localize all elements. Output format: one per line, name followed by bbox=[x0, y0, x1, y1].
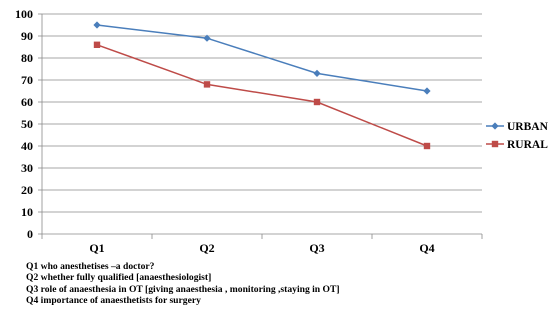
series-urban bbox=[93, 21, 431, 95]
question-notes: Q1 who anesthetises –a doctor? Q2 whethe… bbox=[26, 261, 340, 307]
x-tick-label: Q4 bbox=[419, 241, 434, 255]
y-tick-label: 20 bbox=[21, 183, 33, 197]
data-point-rural bbox=[313, 98, 321, 106]
data-point-rural bbox=[203, 81, 211, 88]
note-q1: Q1 who anesthetises –a doctor? bbox=[26, 261, 155, 272]
y-tick-label: 90 bbox=[21, 29, 33, 43]
y-tick-label: 60 bbox=[21, 95, 33, 109]
series-group bbox=[93, 21, 431, 150]
legend-label-rural: RURAL bbox=[507, 139, 548, 151]
legend-item-rural: RURAL bbox=[486, 139, 548, 151]
y-axis: 0 10 20 30 40 50 60 70 80 90 100 bbox=[15, 7, 43, 241]
y-tick-label: 70 bbox=[21, 73, 33, 87]
data-point-rural bbox=[423, 142, 431, 150]
series-line-urban bbox=[96, 24, 428, 92]
note-q4: Q4 importance of anaesthetists for surge… bbox=[26, 295, 201, 307]
data-point-urban bbox=[423, 87, 431, 95]
y-tick-label: 50 bbox=[21, 117, 33, 131]
x-tick-label: Q2 bbox=[199, 241, 214, 255]
x-axis: Q1 Q2 Q3 Q4 bbox=[41, 233, 483, 255]
legend-item-urban: URBAN bbox=[486, 121, 549, 133]
x-tick-label: Q3 bbox=[309, 241, 324, 255]
series-rural bbox=[93, 41, 431, 150]
series-line-rural bbox=[96, 44, 428, 147]
legend-marker-urban bbox=[491, 122, 499, 130]
y-tick-label: 100 bbox=[15, 7, 33, 21]
note-q2: Q2 whether fully qualified [anaesthesiol… bbox=[26, 272, 212, 284]
data-point-urban bbox=[203, 34, 211, 42]
data-point-urban bbox=[313, 69, 321, 77]
y-tick-label: 80 bbox=[21, 51, 33, 65]
y-tick-label: 0 bbox=[27, 227, 33, 241]
y-tick-label: 10 bbox=[21, 205, 33, 219]
legend-marker-rural bbox=[491, 140, 499, 148]
note-q3: Q3 role of anaesthesia in OT [giving ana… bbox=[26, 283, 340, 295]
y-tick-label: 30 bbox=[21, 161, 33, 175]
gridlines bbox=[42, 13, 482, 213]
legend: URBAN RURAL bbox=[486, 121, 549, 151]
line-chart: 0 10 20 30 40 50 60 70 80 90 100 Q1 Q2 Q3 Q4 URBAN RUR… bbox=[15, 7, 549, 255]
x-tick-label: Q1 bbox=[89, 241, 104, 255]
data-point-rural bbox=[93, 41, 101, 48]
y-tick-label: 40 bbox=[21, 139, 33, 153]
data-point-urban bbox=[93, 21, 101, 29]
legend-label-urban: URBAN bbox=[507, 121, 549, 133]
